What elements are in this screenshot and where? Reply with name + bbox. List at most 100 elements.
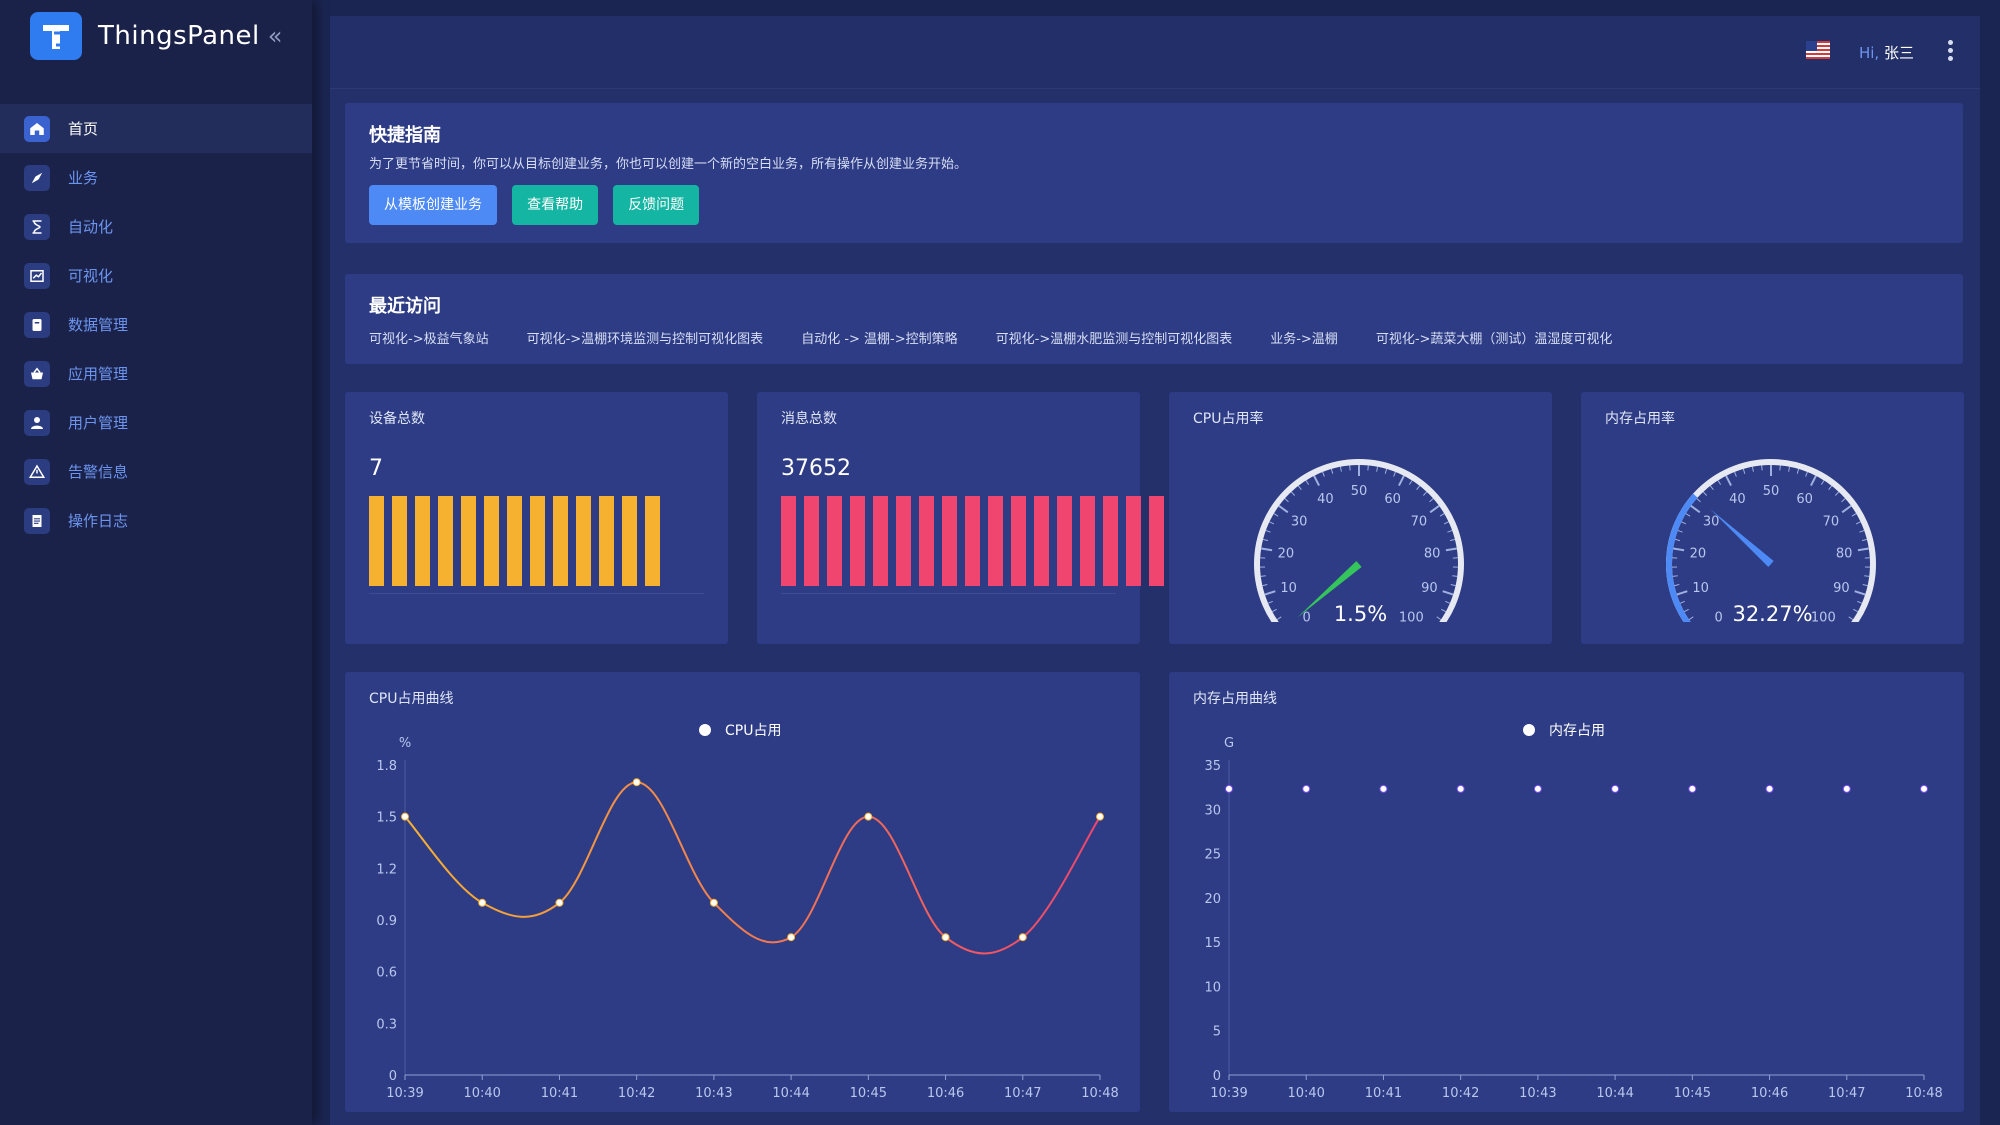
gauge-tick — [1339, 466, 1342, 472]
quick-guide-actions: 从模板创建业务 查看帮助 反馈问题 — [369, 185, 709, 225]
gauge-tick — [1828, 485, 1833, 491]
gauge-tick-label: 50 — [1763, 484, 1780, 499]
stat-bar — [896, 496, 911, 586]
user-greeting[interactable]: Hi, 张三 — [1859, 42, 1914, 63]
stat-bar — [461, 496, 476, 586]
gauge-tick — [1273, 513, 1279, 517]
cpu-usage-line-chart: % CPU占用 0 0.3 0.6 0.9 1.2 1.5 1.8 10:39 10:40 10:41… — [376, 723, 1118, 1101]
sidebar-item-6[interactable]: 用户管理 — [0, 398, 312, 447]
stat-bar — [1149, 496, 1164, 586]
stat-bar — [1034, 496, 1049, 586]
gauge-tick — [1284, 498, 1289, 503]
gauge-tick — [1841, 505, 1852, 514]
stat-bar — [1103, 496, 1118, 586]
data-point — [1611, 784, 1620, 793]
stat-bar — [438, 496, 453, 586]
recent-link[interactable]: 可视化->极益气象站 — [369, 332, 489, 347]
greeting-prefix: Hi, — [1858, 44, 1880, 62]
stat-bar — [804, 496, 819, 586]
y-tick-label: 25 — [1204, 848, 1221, 863]
cpu-usage-chart-card: CPU占用曲线 % CPU占用 0 0.3 0.6 0.9 1.2 1.5 1.8 10:39 10… — [345, 672, 1140, 1112]
gauge-tick — [1848, 616, 1854, 621]
recent-visits-links: 可视化->极益气象站 可视化->温棚环境监测与控制可视化图表 自动化 -> 温棚->… — [369, 328, 1650, 347]
gauge-tick — [1264, 590, 1276, 596]
sidebar-item-2[interactable]: 自动化 — [0, 202, 312, 251]
feedback-button[interactable]: 反馈问题 — [613, 185, 700, 225]
y-tick-label: 35 — [1204, 759, 1221, 774]
message-count-value: 37652 — [781, 456, 851, 481]
gauge-tick-label: 90 — [1421, 581, 1438, 596]
app-name: ThingsPanel — [98, 21, 260, 51]
recent-link[interactable]: 可视化->蔬菜大棚（测试）温湿度可视化 — [1375, 332, 1613, 347]
sidebar-item-3[interactable]: 可视化 — [0, 251, 312, 300]
gauge-tick-label: 0 — [1303, 610, 1311, 622]
gauge-progress — [1666, 493, 1698, 622]
y-tick-label: 1.5 — [376, 811, 397, 826]
sidebar-item-7[interactable]: 告警信息 — [0, 447, 312, 496]
x-tick-label: 10:39 — [1210, 1086, 1247, 1101]
x-tick-label: 10:47 — [1828, 1086, 1865, 1101]
stat-bar — [1080, 496, 1095, 586]
create-from-template-button[interactable]: 从模板创建业务 — [369, 185, 497, 225]
stat-bar — [415, 496, 430, 586]
gauge-tick — [1443, 521, 1449, 525]
gauge-tick — [1725, 475, 1732, 487]
gauge-tick — [1441, 608, 1446, 613]
sidebar-item-label: 业务 — [68, 169, 99, 187]
stat-bar — [1126, 496, 1141, 586]
sidebar-item-8[interactable]: 操作日志 — [0, 496, 312, 545]
sidebar-item-5[interactable]: 应用管理 — [0, 349, 312, 398]
gauge-tick — [1262, 584, 1268, 587]
message-count-label: 消息总数 — [781, 411, 837, 427]
sidebar-item-label: 数据管理 — [68, 316, 129, 334]
gauge-tick — [1262, 538, 1269, 542]
gauge-tick — [1851, 513, 1857, 517]
gauge-tick — [1805, 471, 1808, 477]
gauge-tick — [1853, 608, 1858, 613]
logo[interactable]: ThingsPanel « — [30, 12, 282, 60]
x-tick-label: 10:44 — [772, 1086, 809, 1101]
memory-gauge: 0 10 20 30 40 50 60 70 80 90 100 — [1666, 459, 1876, 622]
stat-bar — [484, 496, 499, 586]
sidebar-item-0[interactable]: 首页 — [0, 104, 312, 153]
user-icon — [24, 409, 50, 436]
gauge-tick — [1702, 491, 1708, 496]
recent-link[interactable]: 自动化 -> 温棚->控制策略 — [801, 332, 958, 347]
gauge-tick — [1855, 521, 1861, 525]
sidebar-item-1[interactable]: 业务 — [0, 153, 312, 202]
gauge-tick — [1861, 538, 1868, 542]
data-point — [1765, 784, 1774, 793]
recent-link[interactable]: 可视化->温棚水肥监测与控制可视化图表 — [995, 332, 1233, 347]
x-tick-label: 10:46 — [1751, 1086, 1788, 1101]
gauge-tick — [1261, 547, 1273, 552]
recent-link[interactable]: 可视化->温棚环境监测与控制可视化图表 — [526, 332, 764, 347]
y-tick-label: 15 — [1204, 936, 1221, 951]
gauge-tick — [1436, 616, 1442, 621]
y-tick-label: 0.9 — [376, 914, 397, 929]
gauge-tick-label: 70 — [1823, 515, 1840, 530]
stat-bar — [919, 496, 934, 586]
recent-link[interactable]: 业务->温棚 — [1270, 332, 1338, 347]
gauge-tick — [1674, 584, 1680, 587]
gauge-tick — [1688, 616, 1694, 621]
collapse-sidebar-icon[interactable]: « — [267, 22, 283, 50]
us-flag-icon[interactable] — [1806, 41, 1830, 59]
data-point — [1688, 784, 1697, 793]
device-count-label: 设备总数 — [369, 411, 425, 427]
sidebar-item-4[interactable]: 数据管理 — [0, 300, 312, 349]
memory-usage-label: 内存占用率 — [1605, 411, 1675, 427]
gauge-tick — [1734, 471, 1737, 477]
warning-icon — [24, 458, 50, 485]
divider — [369, 593, 704, 594]
gauge-tick — [1269, 521, 1275, 525]
gauge-tick-label: 60 — [1384, 492, 1401, 507]
gauge-tick — [1834, 491, 1840, 496]
gauge-tick — [1278, 505, 1289, 514]
x-tick-label: 10:45 — [850, 1086, 887, 1101]
x-tick-label: 10:40 — [1287, 1086, 1324, 1101]
view-help-button[interactable]: 查看帮助 — [512, 185, 599, 225]
gauge-tick — [1330, 468, 1334, 474]
more-vertical-icon[interactable] — [1946, 40, 1954, 62]
gauge-tick-label: 40 — [1729, 492, 1746, 507]
main-content: Hi, 张三 快捷指南 为了更节省时间，你可以从目标创建业务，你也可以创建一个新… — [330, 16, 1980, 1125]
